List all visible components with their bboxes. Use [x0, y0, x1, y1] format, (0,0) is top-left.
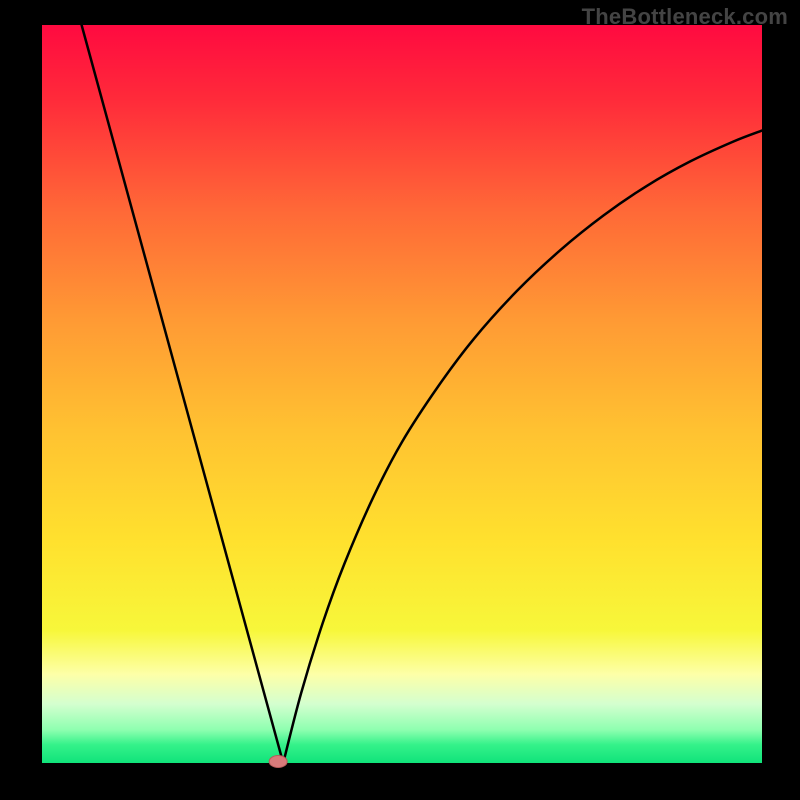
plot-gradient-background — [42, 25, 762, 763]
optimal-point-marker — [269, 756, 287, 768]
watermark-text: TheBottleneck.com — [582, 4, 788, 30]
bottleneck-chart — [0, 0, 800, 800]
chart-stage: TheBottleneck.com — [0, 0, 800, 800]
